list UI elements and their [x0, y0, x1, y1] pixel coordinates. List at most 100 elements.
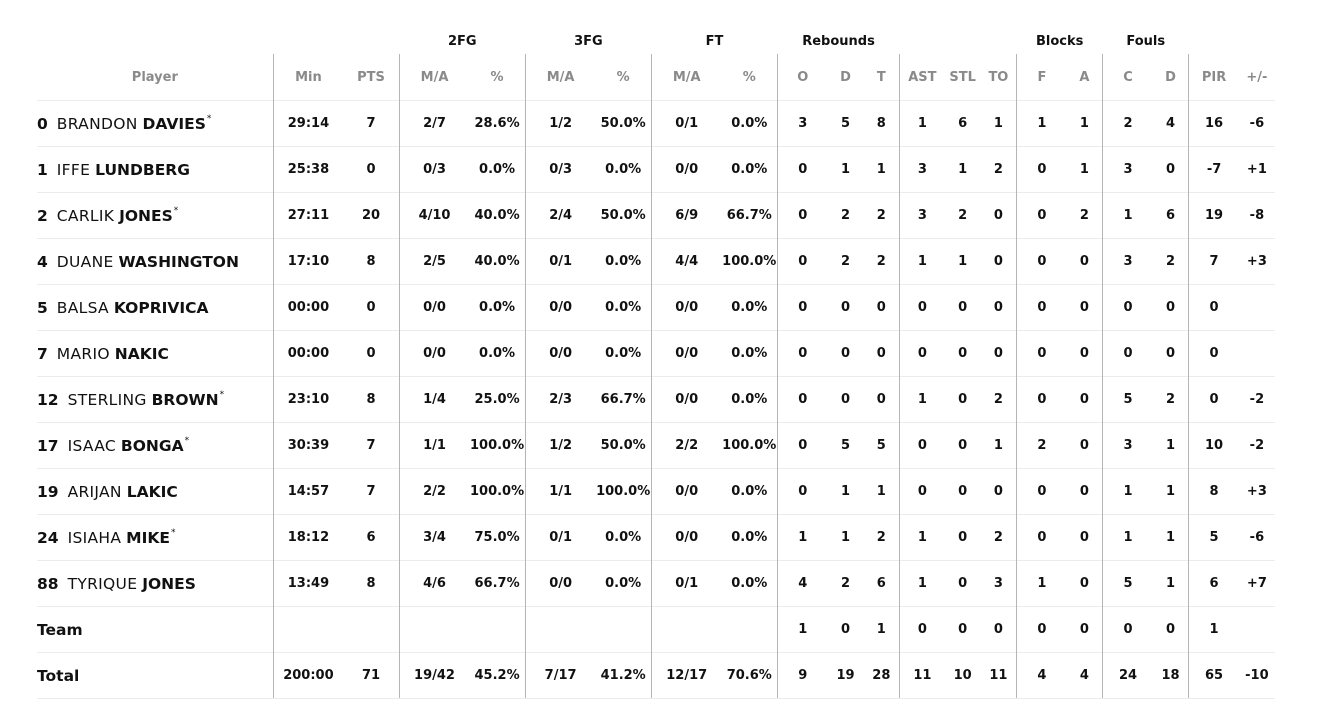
cell-reb-t: 0 — [863, 330, 900, 377]
player-cell[interactable]: 0 BRANDON DAVIES* — [37, 100, 274, 147]
cell-ft-pct: 66.7% — [721, 192, 778, 239]
cell-ft-pct: 0.0% — [721, 284, 778, 331]
player-number: 12 — [37, 390, 59, 409]
cell-ast: 0 — [899, 422, 945, 469]
col-pir: PIR — [1188, 54, 1239, 101]
player-cell[interactable]: 2 CARLIK JONES* — [37, 192, 274, 239]
cell-ast: 3 — [899, 146, 945, 193]
cell-ft-pct: 70.6% — [721, 652, 778, 699]
player-cell[interactable]: 5 BALSA KOPRIVICA — [37, 284, 274, 331]
col-blk-a: A — [1079, 69, 1090, 85]
cell-reb-o: 0 — [777, 284, 828, 331]
cell-3fg-ma: 1/2 — [524, 100, 596, 147]
cell-blk-a: 0 — [1066, 606, 1103, 653]
cell-to: 0 — [980, 330, 1017, 377]
player-last-name[interactable]: DAVIES — [142, 114, 206, 133]
col-stl: STL — [949, 69, 976, 85]
cell-3fg-pct: 50.0% — [595, 100, 652, 147]
player-first-name[interactable]: MARIO — [56, 344, 110, 363]
cell-reb-o: 0 — [777, 422, 828, 469]
team-label-cell: Team — [37, 606, 274, 653]
player-number: 17 — [37, 436, 59, 455]
player-cell[interactable]: 88 TYRIQUE JONES — [37, 560, 274, 607]
player-cell[interactable]: 1 IFFE LUNDBERG — [37, 146, 274, 193]
cell-min: 17:10 — [272, 238, 344, 285]
cell-stl: 0 — [944, 284, 981, 331]
player-first-name[interactable]: BALSA — [56, 298, 109, 317]
cell-pts: 8 — [343, 560, 400, 607]
cell-foul-d: 0 — [1152, 284, 1189, 331]
col-reb-d: D — [840, 69, 851, 85]
cell-pts: 20 — [343, 192, 400, 239]
player-last-name[interactable]: JONES — [119, 206, 173, 225]
player-first-name[interactable]: IFFE — [56, 160, 91, 179]
cell-stl: 1 — [944, 238, 981, 285]
player-cell[interactable]: 24 ISIAHA MIKE* — [37, 514, 274, 561]
cell-3fg-pct: 0.0% — [595, 560, 652, 607]
cell-plus-minus: +7 — [1238, 560, 1275, 607]
cell-reb-d: 0 — [827, 606, 864, 653]
cell-min: 14:57 — [272, 468, 344, 515]
cell-reb-t: 5 — [863, 422, 900, 469]
player-cell[interactable]: 4 DUANE WASHINGTON — [37, 238, 274, 285]
cell-ft-ma: 0/0 — [650, 468, 722, 515]
cell-ft-ma: 0/0 — [650, 284, 722, 331]
player-first-name[interactable]: ARIJAN — [67, 482, 122, 501]
player-last-name[interactable]: NAKIC — [114, 344, 169, 363]
cell-foul-c: 2 — [1102, 100, 1153, 147]
cell-reb-d: 2 — [827, 238, 864, 285]
cell-plus-minus — [1238, 606, 1275, 653]
player-first-name[interactable]: STERLING — [67, 390, 147, 409]
cell-ft-ma: 0/0 — [650, 514, 722, 561]
player-first-name[interactable]: TYRIQUE — [67, 574, 138, 593]
cell-to: 0 — [980, 238, 1017, 285]
player-last-name[interactable]: BROWN — [151, 390, 219, 409]
player-first-name[interactable]: ISIAHA — [67, 528, 122, 547]
cell-3fg-pct: 66.7% — [595, 376, 652, 423]
player-first-name[interactable]: CARLIK — [56, 206, 115, 225]
player-last-name[interactable]: MIKE — [126, 528, 170, 547]
cell-ft-ma: 0/1 — [650, 560, 722, 607]
cell-plus-minus: -6 — [1238, 100, 1275, 147]
player-first-name[interactable]: DUANE — [56, 252, 114, 271]
player-cell[interactable]: 12 STERLING BROWN* — [37, 376, 274, 423]
cell-reb-d: 1 — [827, 468, 864, 515]
player-first-name[interactable]: BRANDON — [56, 114, 138, 133]
cell-to: 0 — [980, 606, 1017, 653]
cell-reb-o: 0 — [777, 330, 828, 377]
cell-pts: 0 — [343, 330, 400, 377]
cell-ft-pct: 0.0% — [721, 560, 778, 607]
cell-ft-ma: 4/4 — [650, 238, 722, 285]
total-row: Total 200:00 71 19/42 45.2% 7/17 41.2% 12/17 70.… — [37, 652, 1275, 699]
cell-blk-f: 4 — [1016, 652, 1067, 699]
player-last-name[interactable]: BONGA — [120, 436, 184, 455]
player-last-name[interactable]: WASHINGTON — [118, 252, 239, 271]
cell-reb-t: 1 — [863, 146, 900, 193]
cell-reb-d: 0 — [827, 376, 864, 423]
player-last-name[interactable]: KOPRIVICA — [113, 298, 209, 317]
cell-3fg-ma: 0/0 — [524, 284, 596, 331]
cell-reb-o: 9 — [777, 652, 828, 699]
cell-pir: 6 — [1188, 560, 1239, 607]
cell-blk-f: 2 — [1016, 422, 1067, 469]
cell-reb-t: 6 — [863, 560, 900, 607]
cell-foul-c: 0 — [1102, 284, 1153, 331]
player-cell[interactable]: 17 ISAAC BONGA* — [37, 422, 274, 469]
cell-reb-t: 0 — [863, 376, 900, 423]
player-last-name[interactable]: LAKIC — [126, 482, 178, 501]
cell-foul-c: 0 — [1102, 606, 1153, 653]
player-first-name[interactable]: ISAAC — [67, 436, 116, 455]
cell-foul-c: 5 — [1102, 560, 1153, 607]
player-cell[interactable]: 19 ARIJAN LAKIC — [37, 468, 274, 515]
cell-3fg-pct: 0.0% — [595, 330, 652, 377]
cell-blk-a: 0 — [1066, 238, 1103, 285]
player-cell[interactable]: 7 MARIO NAKIC — [37, 330, 274, 377]
cell-ast: 1 — [899, 560, 945, 607]
col-to: TO — [988, 69, 1009, 85]
cell-stl: 0 — [944, 330, 981, 377]
player-last-name[interactable]: LUNDBERG — [95, 160, 190, 179]
cell-reb-t: 0 — [863, 284, 900, 331]
player-last-name[interactable]: JONES — [142, 574, 196, 593]
cell-pir: 8 — [1188, 468, 1239, 515]
cell-ast: 0 — [899, 468, 945, 515]
